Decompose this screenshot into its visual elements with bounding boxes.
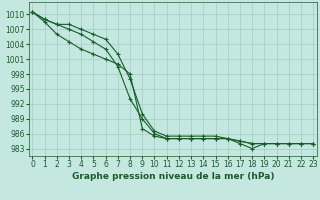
X-axis label: Graphe pression niveau de la mer (hPa): Graphe pression niveau de la mer (hPa)	[72, 172, 274, 181]
